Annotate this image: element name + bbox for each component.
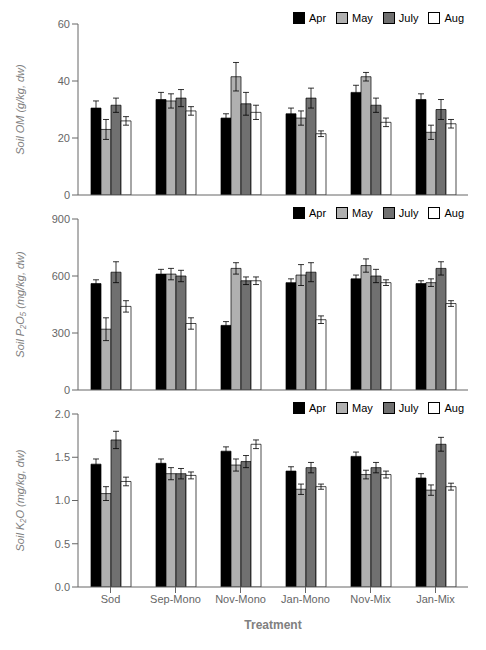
- svg-text:0.5: 0.5: [55, 538, 70, 550]
- html-text:July: July: [398, 402, 419, 414]
- svg-text:20: 20: [58, 132, 70, 144]
- svg-text:2.0: 2.0: [55, 408, 70, 420]
- svg-text:1.0: 1.0: [55, 494, 70, 506]
- html-text:May: May: [352, 207, 373, 219]
- svg-text:600: 600: [52, 270, 70, 282]
- svg-text:0: 0: [64, 384, 70, 396]
- svg-text:Jan-Mono: Jan-Mono: [281, 593, 330, 605]
- svg-text:Treatment: Treatment: [244, 618, 301, 632]
- svg-text:1.5: 1.5: [55, 451, 70, 463]
- svg-text:Jan-Mix: Jan-Mix: [416, 593, 455, 605]
- html-text:Aug: Aug: [444, 402, 464, 414]
- svg-text:Soil OM (g/kg, dw): Soil OM (g/kg, dw): [14, 64, 26, 155]
- html-text:Apr: Apr: [309, 402, 327, 414]
- svg-text:0: 0: [64, 189, 70, 201]
- svg-text:0.0: 0.0: [55, 581, 70, 593]
- svg-text:40: 40: [58, 75, 70, 87]
- svg-text:Nov-Mono: Nov-Mono: [215, 593, 266, 605]
- svg-text:Sod: Sod: [101, 593, 121, 605]
- html-text:Aug: Aug: [444, 12, 464, 24]
- svg-text:900: 900: [52, 213, 70, 225]
- html-text:May: May: [352, 12, 373, 24]
- svg-text:300: 300: [52, 327, 70, 339]
- html-text:Apr: Apr: [309, 207, 327, 219]
- svg-text:Sep-Mono: Sep-Mono: [150, 593, 201, 605]
- svg-text:Nov-Mix: Nov-Mix: [350, 593, 391, 605]
- svg-text:60: 60: [58, 18, 70, 30]
- html-text:July: July: [398, 12, 419, 24]
- svg-text:Soil K₂O (mg/kg, dw): Soil K₂O (mg/kg, dw): [14, 449, 26, 551]
- svg-text:Soil P₂O₅ (mg/kg, dw): Soil P₂O₅ (mg/kg, dw): [14, 251, 26, 358]
- html-text:May: May: [352, 402, 373, 414]
- html-text:July: July: [398, 207, 419, 219]
- html-text:Aug: Aug: [444, 207, 464, 219]
- html-text:Apr: Apr: [309, 12, 327, 24]
